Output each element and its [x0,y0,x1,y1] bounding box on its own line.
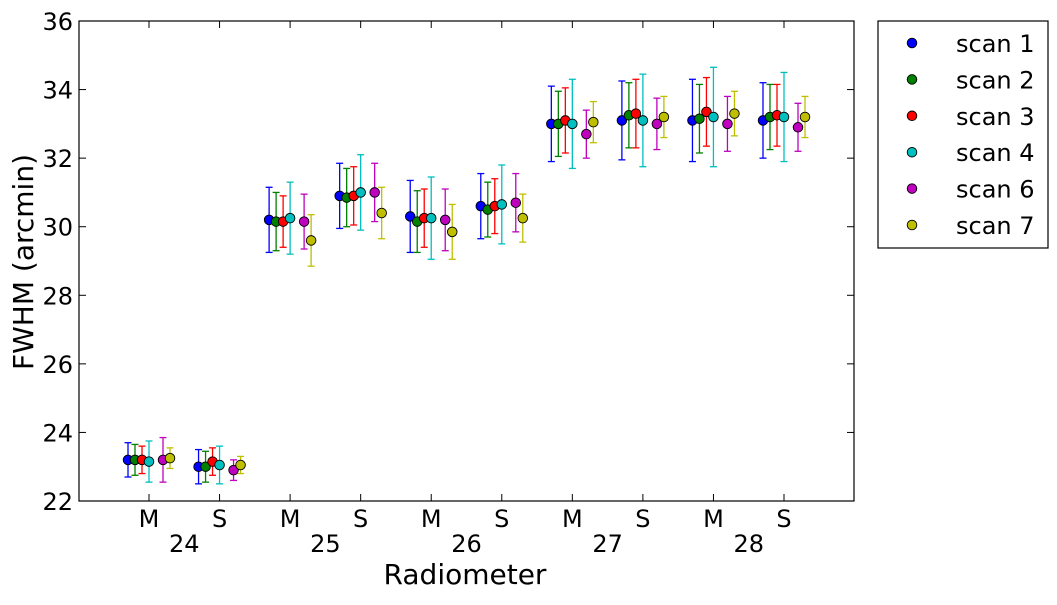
data-point [708,111,719,123]
x-axis-title: Radiometer [384,558,547,591]
data-point [496,199,508,210]
data-point [701,106,712,118]
data-point [355,187,366,198]
data-point [439,214,451,226]
data-point [778,111,790,123]
plot-background [79,21,854,501]
y-tick-label: 30 [42,214,73,242]
data-point [588,116,599,128]
group-label: 27 [592,530,623,558]
data-point [143,456,155,467]
data-point [214,459,225,471]
y-tick-label: 34 [42,77,73,105]
data-point [200,461,211,472]
data-point [637,115,649,126]
y-tick-label: 26 [42,351,73,379]
x-tick-label: M [562,505,583,533]
data-point [630,108,642,119]
legend: scan 1 scan 2 scan 3 scan 4 scan 6 scan 7 [877,20,1049,249]
x-tick-label: M [280,505,301,533]
data-point [729,108,740,119]
x-tick-label: M [421,505,442,533]
group-label: 28 [733,530,764,558]
axes-frame [78,20,855,502]
group-label: 25 [310,530,341,558]
data-point [369,187,380,198]
data-point [722,118,733,130]
data-points [122,106,811,476]
y-tick-label: 22 [42,488,73,516]
legend-label: scan 3 [956,103,1035,131]
y-axis-title: FWHM (arcmin) [7,154,40,370]
legend-label: scan 7 [956,212,1035,240]
legend-label: scan 2 [956,66,1035,94]
data-point [799,111,811,123]
x-tick-label: M [139,505,160,533]
data-point [425,212,437,224]
x-tick-label: S [635,505,650,533]
legend-label: scan 1 [956,30,1035,58]
data-point [446,226,458,238]
legend-label: scan 6 [956,176,1035,204]
x-tick-label: S [494,505,509,533]
y-tick-label: 32 [42,145,73,173]
tick-labels: 22 24 26 28 30 32 34 36 M S M S M S M S M S 24 25 26 27 28 [42,8,791,558]
y-tick-label: 24 [42,419,73,447]
data-point [404,211,416,222]
legend-marker [906,37,918,49]
data-point [298,216,310,227]
legend-marker [906,110,918,122]
data-point [376,207,387,219]
legend-marker [906,146,918,158]
data-point [235,459,246,471]
group-label: 26 [451,530,482,558]
x-tick-label: S [776,505,791,533]
data-point [581,128,592,140]
data-point [792,122,804,133]
x-tick-label: M [703,505,724,533]
data-point [164,452,176,464]
data-point [694,113,705,124]
data-point [305,235,317,246]
axes [78,20,855,502]
data-point [284,212,296,224]
plot-area [79,21,854,501]
data-point [510,197,522,208]
y-tick-label: 36 [42,8,73,36]
legend-marker [906,183,918,194]
data-point [651,118,663,130]
data-point [228,464,239,476]
legend-label: scan 4 [956,139,1035,167]
x-tick-label: S [353,505,368,533]
legend-box [877,20,1049,249]
x-tick-label: S [212,505,227,533]
data-point [517,212,529,224]
group-label: 24 [169,530,200,558]
data-point [658,111,670,123]
data-point [567,118,578,130]
legend-marker [906,74,918,85]
data-point [616,115,628,126]
legend-marker [906,219,918,231]
y-tick-label: 28 [42,282,73,310]
